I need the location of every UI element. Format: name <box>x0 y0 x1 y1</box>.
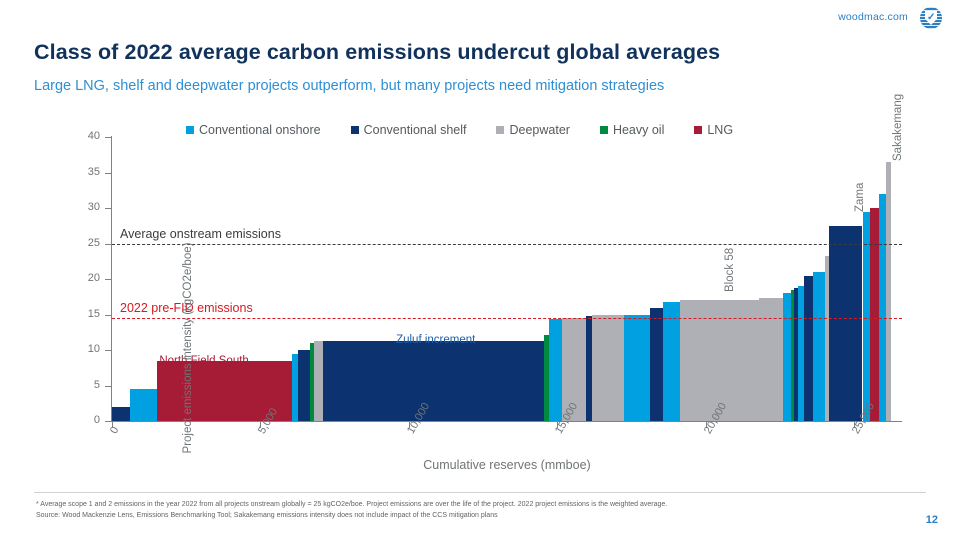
y-tick-mark <box>105 279 111 280</box>
y-tick-label: 5 <box>93 378 100 391</box>
x-tick-mark <box>408 422 410 428</box>
y-tick-mark <box>105 421 111 422</box>
logo-shield-shape <box>925 11 937 25</box>
legend-item-conventional-onshore[interactable]: Conventional onshore <box>186 123 321 137</box>
legend-swatch-icon <box>496 126 505 134</box>
y-tick-label: 10 <box>87 343 100 355</box>
bar-series <box>112 137 902 421</box>
x-tick-mark <box>854 422 856 428</box>
x-tick-mark <box>557 422 559 428</box>
bar-project-1[interactable] <box>112 406 130 421</box>
bar-project-15[interactable] <box>650 308 663 421</box>
x-tick-label: 0 <box>108 424 122 436</box>
logo-check-icon: ✓ <box>927 12 936 23</box>
y-tick-label: 25 <box>87 236 100 249</box>
y-tick-label: 30 <box>87 201 100 213</box>
x-tick-mark <box>705 422 707 428</box>
y-tick-label: 0 <box>93 414 100 426</box>
x-tick-mark <box>112 422 113 428</box>
y-axis-line <box>111 136 112 422</box>
annotation-block-58: Block 58 <box>723 247 736 292</box>
y-tick-mark <box>105 208 111 209</box>
bar-project-25[interactable] <box>825 255 830 421</box>
y-tick-mark <box>105 137 111 138</box>
bar-project-18[interactable] <box>759 298 783 421</box>
y-tick-mark <box>105 350 111 351</box>
legend-swatch-icon <box>350 126 359 134</box>
reference-line-average-onstream <box>112 243 902 245</box>
bar-project-12[interactable] <box>586 315 593 421</box>
y-tick-mark <box>105 243 111 245</box>
bar-project-2[interactable] <box>129 389 157 421</box>
legend-swatch-icon <box>599 126 608 134</box>
footer-divider <box>34 492 926 493</box>
bar-project-23[interactable] <box>803 276 814 421</box>
bar-zama[interactable] <box>829 225 863 421</box>
bar-project-4[interactable] <box>291 353 298 421</box>
reference-line-pre-fid <box>112 318 902 320</box>
annotation-zuluf-increment: Zuluf increment <box>396 333 476 346</box>
y-axis-title: Project emissions intensity (kgCO2e/boe) <box>182 242 194 454</box>
reference-label-pre-fid: 2022 pre-FID emissions <box>120 301 253 316</box>
legend-label: Conventional onshore <box>199 123 321 137</box>
bar-project-22[interactable] <box>798 286 804 421</box>
bar-project-29[interactable] <box>878 193 887 421</box>
legend-label: Conventional shelf <box>363 123 467 137</box>
legend-swatch-icon <box>186 126 194 134</box>
annotation-zama: Zama <box>854 182 867 213</box>
bar-project-11[interactable] <box>561 318 587 421</box>
bar-sakakemang[interactable] <box>886 161 891 421</box>
footnote-line-1: * Average scope 1 and 2 emissions in the… <box>36 501 668 508</box>
bar-project-28[interactable] <box>870 208 879 421</box>
legend-item-lng[interactable]: LNG <box>694 123 733 137</box>
y-tick-mark <box>105 385 111 387</box>
legend-label: Heavy oil <box>612 123 665 137</box>
bar-zuluf-increment[interactable] <box>323 340 544 421</box>
plot-area: Average onstream emissions 2022 pre-FID e… <box>112 94 904 453</box>
legend-item-conventional-shelf[interactable]: Conventional shelf <box>350 123 467 137</box>
x-axis-title: Cumulative reserves (mmboe) <box>423 458 591 472</box>
legend-swatch-icon <box>694 126 703 134</box>
y-tick-mark <box>105 172 111 174</box>
page-subtitle: Large LNG, shelf and deepwater projects … <box>34 78 665 94</box>
bar-project-27[interactable] <box>862 212 871 421</box>
footnote-block: * Average scope 1 and 2 emissions in the… <box>36 499 886 521</box>
chart-legend: Conventional onshore Conventional shelf De… <box>186 120 826 140</box>
annotation-sakakemang: Sakakemang <box>891 94 904 162</box>
bar-project-6[interactable] <box>310 342 315 421</box>
bar-project-5[interactable] <box>297 350 311 421</box>
bar-north-field-south[interactable] <box>156 360 292 421</box>
legend-label: LNG <box>707 123 734 137</box>
reference-label-average-onstream: Average onstream emissions <box>120 226 281 241</box>
bar-project-7[interactable] <box>314 340 324 421</box>
y-tick-label: 20 <box>87 272 100 284</box>
bar-project-19[interactable] <box>782 293 791 421</box>
bar-block-58[interactable] <box>679 300 760 421</box>
annotation-north-field-south: North Field South <box>159 354 249 367</box>
bar-project-16[interactable] <box>662 302 680 421</box>
page-title: Class of 2022 average carbon emissions u… <box>34 40 721 64</box>
bar-project-13[interactable] <box>592 315 625 421</box>
bar-project-20[interactable] <box>790 290 795 421</box>
bar-project-10[interactable] <box>549 319 562 421</box>
footnote-line-2: Source: Wood Mackenzie Lens, Emissions B… <box>36 512 498 519</box>
bar-project-24[interactable] <box>813 271 826 421</box>
woodmac-logo-icon: ✓ <box>920 7 942 29</box>
y-tick-label: 35 <box>87 165 100 178</box>
legend-item-heavy-oil[interactable]: Heavy oil <box>599 123 665 137</box>
bar-project-14[interactable] <box>624 314 651 421</box>
page-number: 12 <box>925 514 938 526</box>
x-axis-line <box>111 421 902 422</box>
y-tick-label: 40 <box>87 130 100 142</box>
header-bar: woodmac.com ✓ <box>0 0 960 36</box>
woodmac-url-label: woodmac.com <box>838 11 908 23</box>
bar-project-9[interactable] <box>543 335 550 421</box>
y-tick-label: 15 <box>87 307 100 320</box>
legend-label: Deepwater <box>509 123 570 137</box>
x-tick-mark <box>260 422 262 428</box>
legend-item-deepwater[interactable]: Deepwater <box>496 123 570 137</box>
bar-project-21[interactable] <box>794 288 799 421</box>
y-tick-mark <box>105 314 111 316</box>
